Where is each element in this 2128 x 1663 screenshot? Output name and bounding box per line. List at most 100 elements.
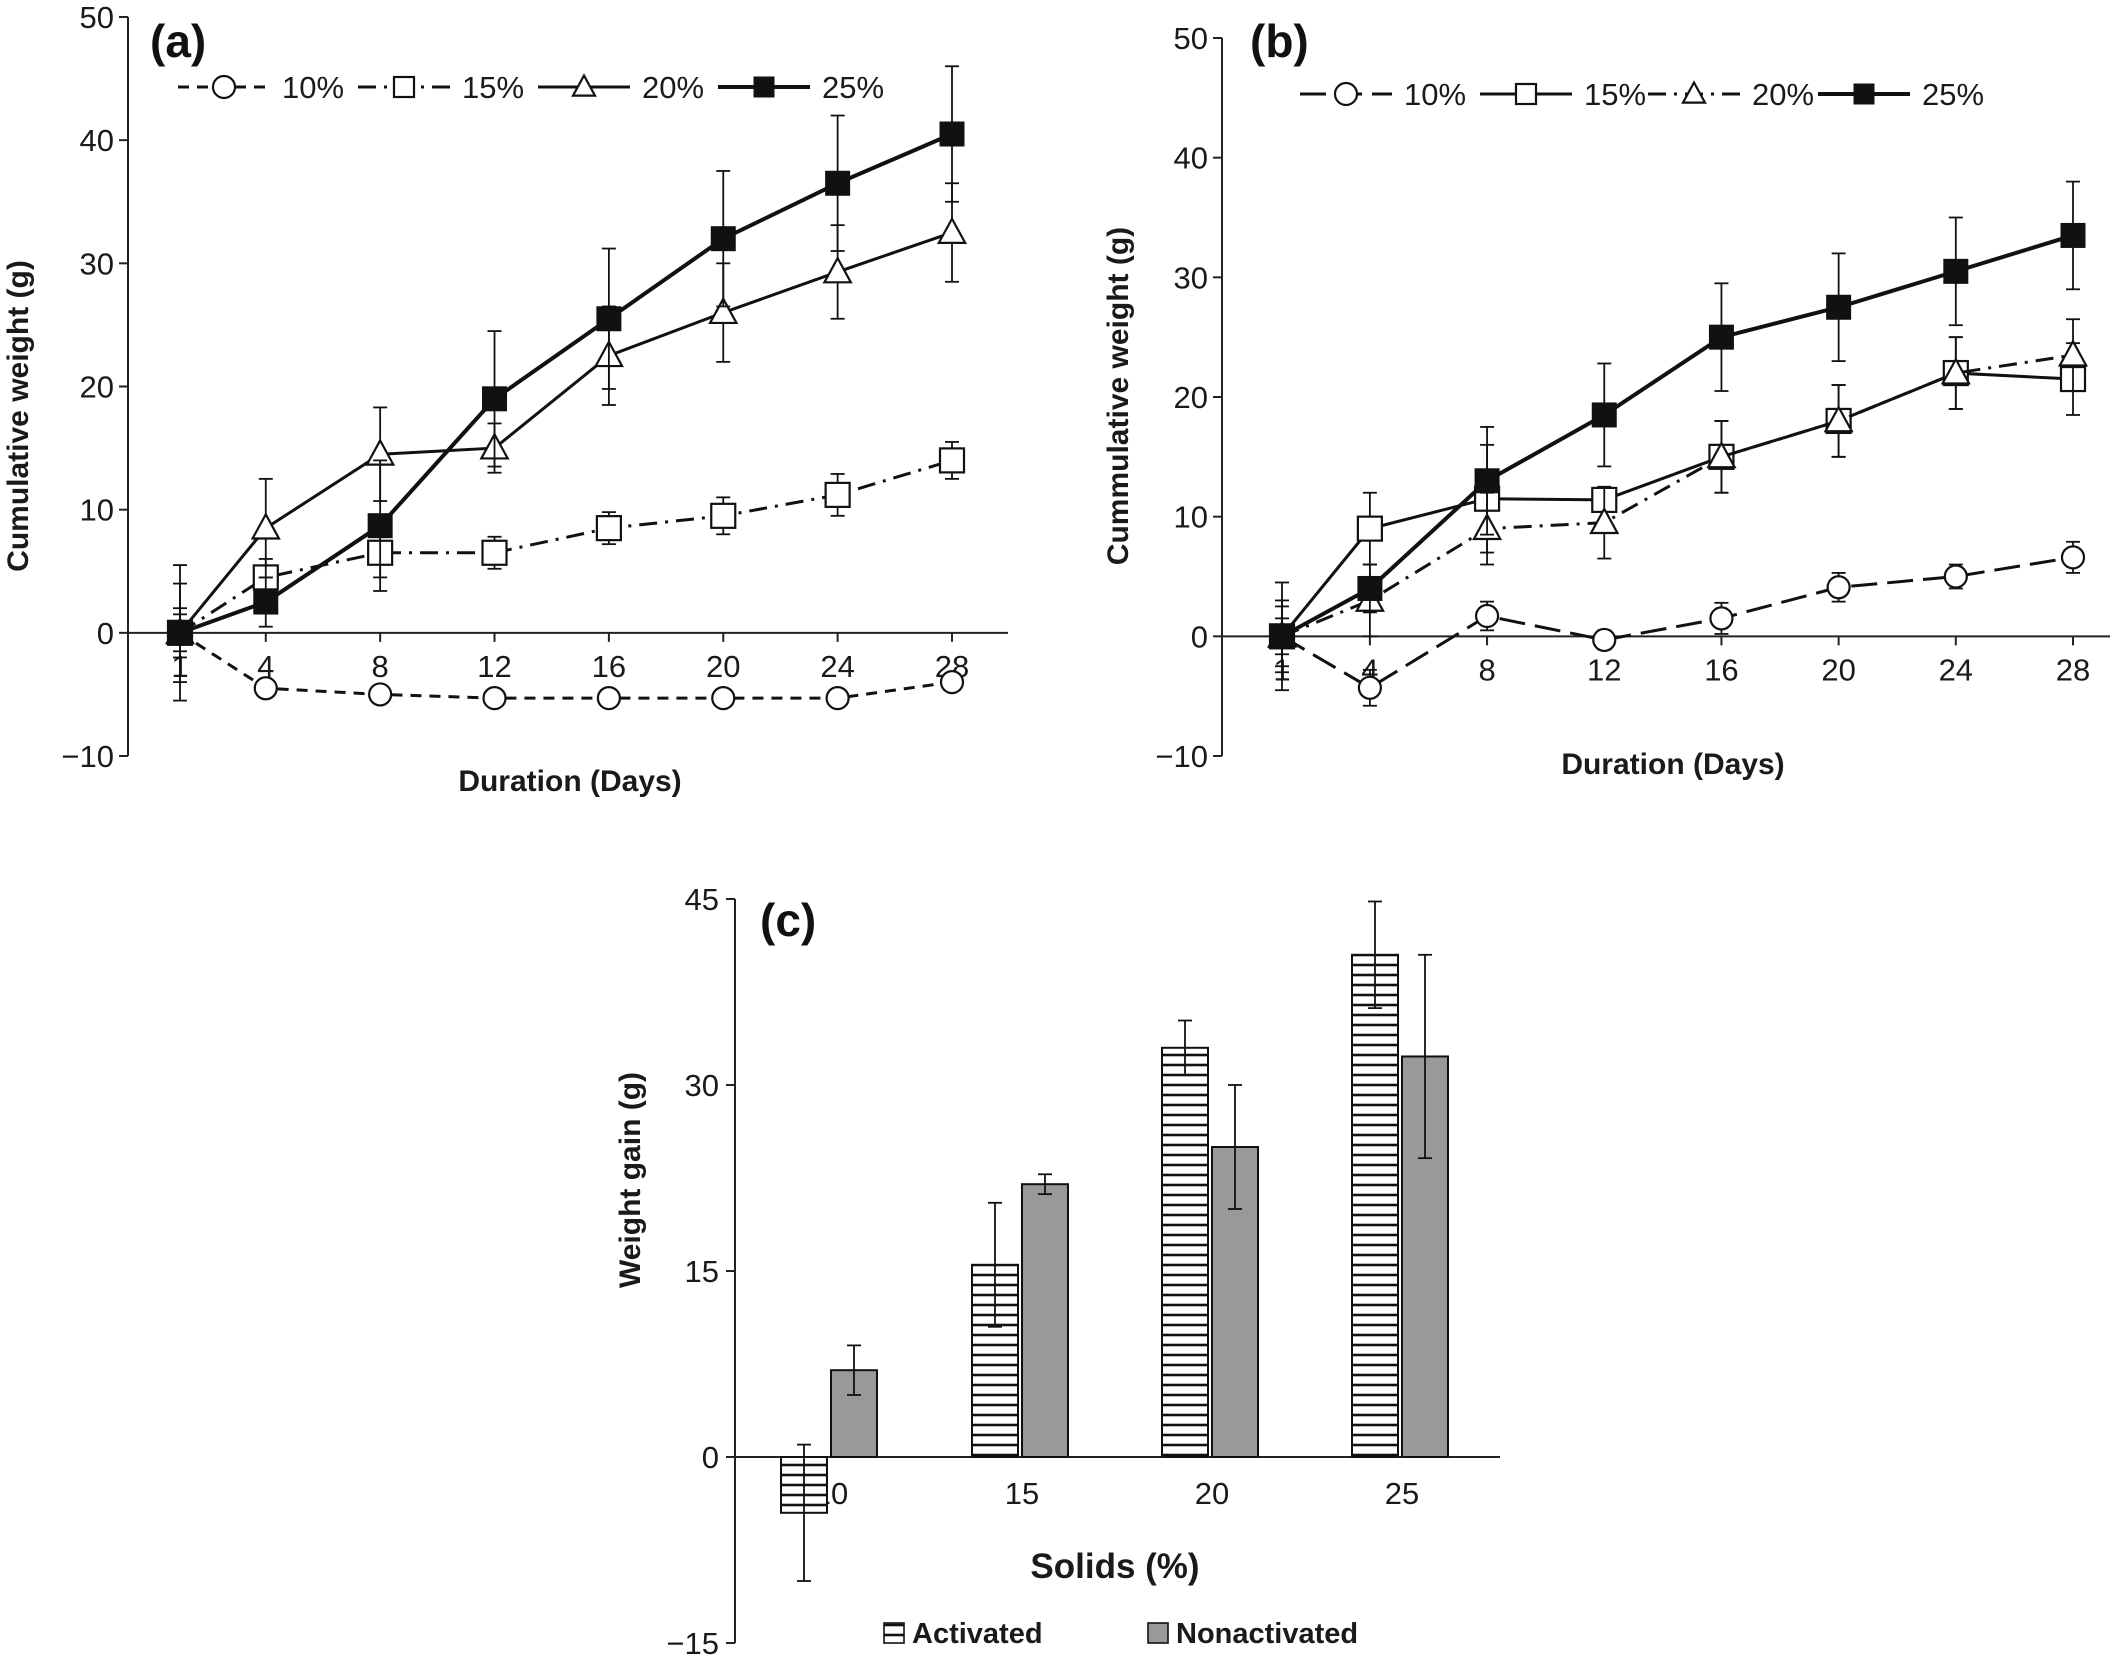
y-tick-label: −10 bbox=[1155, 739, 1208, 774]
panel-a-label: (a) bbox=[150, 15, 206, 67]
data-point bbox=[1474, 468, 1500, 494]
legend: 10% 15% 20% 25% bbox=[178, 70, 884, 105]
data-point bbox=[482, 386, 508, 412]
series-line bbox=[1281, 555, 2074, 690]
panel-b-label: (b) bbox=[1250, 15, 1309, 67]
bar-Nonactivated bbox=[1021, 1183, 1069, 1458]
data-point bbox=[368, 682, 393, 707]
panel-b-y-axis-title: Cummulative weight (g) bbox=[1102, 227, 1135, 565]
y-tick-label: 50 bbox=[80, 0, 114, 35]
data-point bbox=[1943, 564, 1968, 589]
y-tick-label: 20 bbox=[80, 370, 114, 405]
series-line bbox=[178, 231, 953, 634]
legend-label: 10% bbox=[282, 70, 344, 105]
series-25% bbox=[1269, 180, 2086, 692]
legend-marker bbox=[1514, 82, 1538, 106]
series-line bbox=[1281, 233, 2074, 639]
series-line bbox=[179, 132, 953, 635]
data-point bbox=[825, 170, 851, 196]
data-point bbox=[595, 515, 622, 542]
panel-c-x-axis-title: Solids (%) bbox=[1030, 1547, 1199, 1586]
data-point bbox=[939, 669, 965, 695]
legend-label: 15% bbox=[1584, 77, 1646, 112]
y-tick-label: 0 bbox=[97, 616, 114, 651]
data-point bbox=[1826, 575, 1851, 600]
data-point bbox=[1708, 324, 1734, 350]
data-point bbox=[710, 226, 736, 252]
legend-label: 20% bbox=[642, 70, 704, 105]
panel-c-label: (c) bbox=[760, 894, 816, 946]
x-tick-label: 15 bbox=[1005, 1476, 1039, 1511]
panel-c-y-axis-title: Weight gain (g) bbox=[614, 1072, 647, 1288]
data-point bbox=[936, 216, 968, 244]
legend: Activated Nonactivated bbox=[883, 1618, 1358, 1650]
series-line bbox=[179, 631, 953, 700]
y-tick-label: 50 bbox=[1174, 21, 1208, 56]
legend-marker bbox=[392, 75, 416, 99]
x-tick-label: 12 bbox=[477, 649, 511, 684]
data-point bbox=[1269, 623, 1295, 649]
panel-c-bar-chart: (c) Solids (%) Weight gain (g) −15 0 15 30 4… bbox=[614, 882, 1500, 1661]
x-tick-label: 20 bbox=[1821, 652, 1855, 687]
legend-label: 15% bbox=[462, 70, 524, 105]
legend-swatch bbox=[883, 1622, 905, 1644]
data-point bbox=[939, 121, 965, 147]
y-tick-label: 30 bbox=[80, 246, 114, 281]
data-point bbox=[1943, 258, 1969, 284]
data-point bbox=[710, 502, 737, 529]
data-point bbox=[1591, 402, 1617, 428]
data-point bbox=[1357, 575, 1383, 601]
y-tick-label: 30 bbox=[1174, 260, 1208, 295]
legend: 10% 15% 20% 25% bbox=[1300, 77, 1984, 112]
x-tick-label: 28 bbox=[2056, 652, 2090, 687]
panel-a-x-axis-title: Duration (Days) bbox=[458, 765, 681, 798]
data-point bbox=[250, 512, 281, 540]
data-point bbox=[1589, 506, 1620, 535]
x-tick-label: 25 bbox=[1385, 1476, 1419, 1511]
y-tick-label: −15 bbox=[666, 1626, 719, 1661]
series-line bbox=[1281, 353, 2074, 638]
data-point bbox=[481, 539, 508, 566]
legend-marker bbox=[571, 73, 597, 97]
data-point bbox=[253, 676, 278, 701]
data-point bbox=[822, 255, 853, 284]
legend-label: 20% bbox=[1752, 77, 1814, 112]
data-point bbox=[938, 447, 966, 474]
x-tick-label: 24 bbox=[820, 649, 854, 684]
data-point bbox=[711, 686, 736, 711]
data-point bbox=[2060, 222, 2086, 248]
x-tick-label: 20 bbox=[1195, 1476, 1229, 1511]
data-point bbox=[596, 306, 622, 332]
legend-label: Nonactivated bbox=[1176, 1618, 1358, 1650]
x-tick-label: 12 bbox=[1587, 652, 1621, 687]
x-tick-label: 20 bbox=[706, 649, 740, 684]
data-point bbox=[708, 296, 739, 325]
data-point bbox=[596, 686, 621, 711]
panel-b-x-axis-title: Duration (Days) bbox=[1561, 748, 1784, 781]
x-tick-label: 16 bbox=[1704, 652, 1738, 687]
panel-a-line-chart: (a) Duration (Days) Cumulative weight (g… bbox=[2, 0, 1008, 798]
data-point bbox=[1592, 627, 1617, 653]
legend-swatch bbox=[1147, 1622, 1169, 1644]
series-20% bbox=[164, 182, 968, 702]
y-tick-label: 10 bbox=[80, 493, 114, 528]
data-point bbox=[1357, 675, 1382, 700]
panel-b-line-chart: (b) Duration (Days) Cummulative weight (… bbox=[1102, 15, 2110, 781]
y-tick-label: 45 bbox=[685, 882, 719, 917]
series-15% bbox=[1268, 336, 2087, 674]
y-tick-label: 40 bbox=[1174, 141, 1208, 176]
y-tick-label: 15 bbox=[685, 1254, 719, 1289]
series-line bbox=[1280, 371, 2074, 638]
legend-marker bbox=[753, 76, 775, 98]
data-point bbox=[1706, 440, 1737, 469]
legend-label: 10% bbox=[1404, 77, 1466, 112]
data-point bbox=[482, 686, 507, 711]
data-point bbox=[1940, 356, 1971, 385]
y-tick-label: 20 bbox=[1174, 380, 1208, 415]
data-point bbox=[2057, 339, 2089, 367]
data-point bbox=[1709, 606, 1734, 631]
data-point bbox=[367, 513, 393, 539]
legend-marker bbox=[211, 74, 237, 100]
legend-label: Activated bbox=[912, 1618, 1043, 1650]
